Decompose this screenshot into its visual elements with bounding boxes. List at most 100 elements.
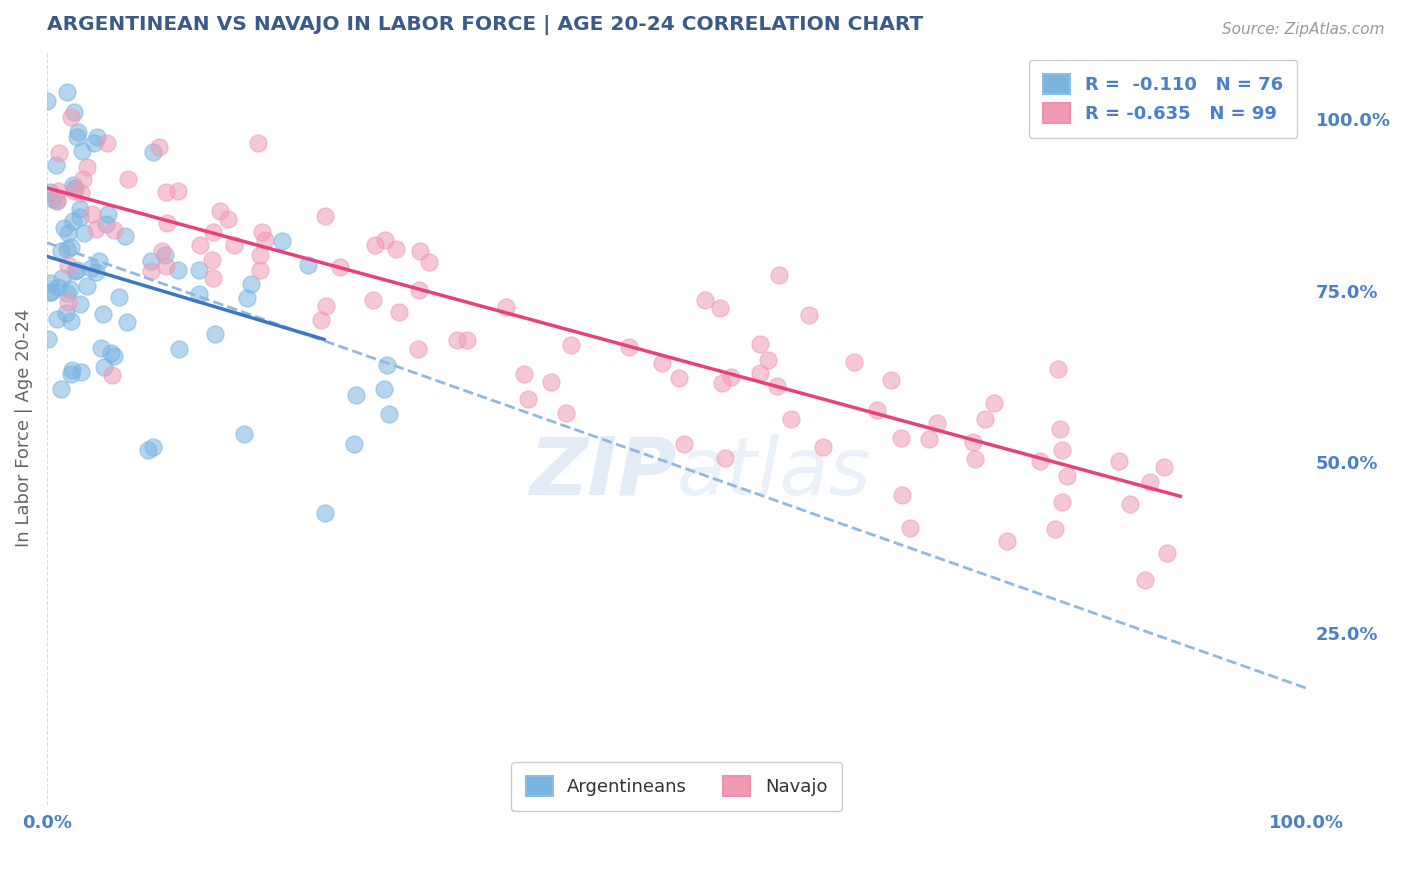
Point xyxy=(69,202,91,217)
Point xyxy=(62,178,84,192)
Point xyxy=(668,371,690,385)
Point xyxy=(1108,453,1130,467)
Point xyxy=(84,265,107,279)
Point xyxy=(246,136,269,150)
Point xyxy=(917,432,939,446)
Point xyxy=(188,287,211,301)
Point xyxy=(35,94,58,108)
Point xyxy=(80,207,103,221)
Point xyxy=(374,233,396,247)
Point xyxy=(139,264,162,278)
Point xyxy=(69,186,91,200)
Point xyxy=(1050,442,1073,457)
Point xyxy=(309,313,332,327)
Point xyxy=(84,222,107,236)
Point xyxy=(513,367,536,381)
Point xyxy=(70,145,93,159)
Point xyxy=(963,452,986,467)
Point xyxy=(250,225,273,239)
Point xyxy=(56,242,79,256)
Point xyxy=(842,355,865,369)
Point xyxy=(202,271,225,285)
Point xyxy=(56,285,79,300)
Point xyxy=(56,226,79,240)
Point xyxy=(927,416,949,430)
Point xyxy=(973,411,995,425)
Point xyxy=(201,225,224,239)
Point xyxy=(142,145,165,159)
Point xyxy=(188,237,211,252)
Point xyxy=(45,158,67,172)
Point xyxy=(1119,497,1142,511)
Text: Source: ZipAtlas.com: Source: ZipAtlas.com xyxy=(1222,22,1385,37)
Point xyxy=(617,340,640,354)
Point xyxy=(60,367,83,381)
Point xyxy=(150,244,173,258)
Point xyxy=(554,405,576,419)
Point xyxy=(709,301,731,315)
Point xyxy=(1029,454,1052,468)
Point xyxy=(540,375,562,389)
Point xyxy=(418,255,440,269)
Point xyxy=(329,260,352,274)
Point xyxy=(373,383,395,397)
Point xyxy=(155,185,177,199)
Point xyxy=(59,282,82,296)
Point xyxy=(270,234,292,248)
Point xyxy=(49,382,72,396)
Point xyxy=(42,192,65,206)
Point xyxy=(63,264,86,278)
Point xyxy=(409,244,432,258)
Point xyxy=(188,262,211,277)
Point xyxy=(62,214,84,228)
Point xyxy=(89,253,111,268)
Point xyxy=(766,378,789,392)
Point xyxy=(1153,460,1175,475)
Point xyxy=(100,345,122,359)
Point xyxy=(201,252,224,267)
Point xyxy=(995,533,1018,548)
Point xyxy=(73,226,96,240)
Point xyxy=(406,342,429,356)
Point xyxy=(69,297,91,311)
Point xyxy=(59,110,82,124)
Point xyxy=(714,451,737,466)
Point xyxy=(97,207,120,221)
Point xyxy=(70,365,93,379)
Point xyxy=(233,427,256,442)
Text: ZIP: ZIP xyxy=(529,434,676,512)
Point xyxy=(63,104,86,119)
Point xyxy=(83,136,105,151)
Point xyxy=(93,359,115,374)
Point xyxy=(375,358,398,372)
Point xyxy=(315,299,337,313)
Point xyxy=(148,140,170,154)
Point xyxy=(48,279,70,293)
Point xyxy=(52,221,75,235)
Point xyxy=(1050,495,1073,509)
Point xyxy=(983,396,1005,410)
Point xyxy=(76,279,98,293)
Point xyxy=(117,172,139,186)
Point xyxy=(204,326,226,341)
Point xyxy=(60,240,83,254)
Point xyxy=(780,411,803,425)
Point xyxy=(48,145,70,160)
Point xyxy=(49,244,72,258)
Point xyxy=(560,338,582,352)
Point xyxy=(56,85,79,99)
Point xyxy=(222,238,245,252)
Point xyxy=(46,194,69,209)
Legend: Argentineans, Navajo: Argentineans, Navajo xyxy=(512,762,842,811)
Point xyxy=(446,333,468,347)
Point xyxy=(142,440,165,454)
Point xyxy=(56,295,79,310)
Text: ARGENTINEAN VS NAVAJO IN LABOR FORCE | AGE 20-24 CORRELATION CHART: ARGENTINEAN VS NAVAJO IN LABOR FORCE | A… xyxy=(46,15,924,35)
Point xyxy=(720,370,742,384)
Point xyxy=(167,263,190,277)
Point xyxy=(880,373,903,387)
Point xyxy=(103,223,125,237)
Point xyxy=(103,349,125,363)
Point xyxy=(1156,546,1178,560)
Point xyxy=(56,258,79,272)
